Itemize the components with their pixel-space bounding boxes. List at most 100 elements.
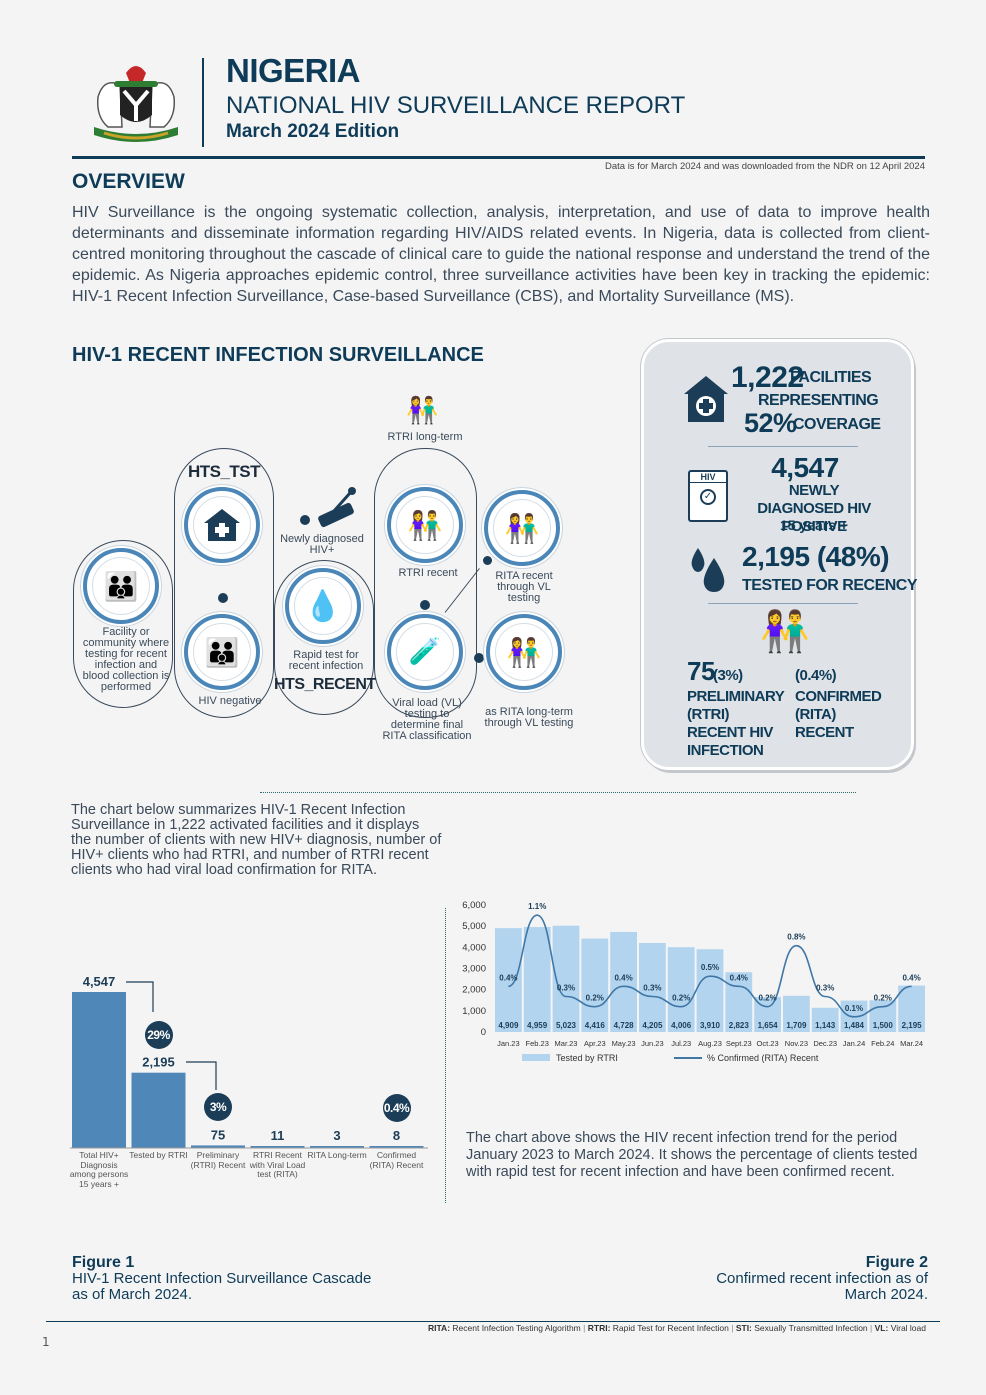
age-label: 15 years + — [779, 517, 849, 533]
line-point-label: 0.2% — [758, 994, 776, 1003]
couple-icon: 👫 — [504, 511, 540, 545]
line-point-label: 0.2% — [586, 994, 604, 1003]
facility-house-icon — [680, 372, 732, 426]
viral-load-label: Viral load (VL) testing to determine fin… — [382, 697, 472, 742]
y-tick-label: 2,000 — [462, 985, 486, 996]
x-tick-label: Nov.23 — [785, 1039, 808, 1048]
trend-bar — [696, 949, 724, 1032]
trend-bar — [495, 928, 522, 1032]
trend-bar — [523, 927, 551, 1032]
cascade-bar — [72, 992, 126, 1148]
stats-panel — [641, 339, 914, 770]
group-people-icon: 👪 — [103, 569, 139, 603]
line-point-label: 0.2% — [672, 994, 690, 1003]
trend-bar-value: 1,709 — [786, 1021, 807, 1030]
cascade-value-label: 4,547 — [83, 974, 116, 989]
trend-bar — [869, 1000, 897, 1032]
hts-tst-circle — [184, 487, 260, 563]
x-tick-label: Aug.23 — [698, 1039, 722, 1048]
line-point-label: 0.4% — [902, 973, 920, 982]
legend-label-line: % Confirmed (RITA) Recent — [707, 1053, 819, 1063]
rits-heading: HIV-1 RECENT INFECTION SURVEILLANCE — [72, 344, 484, 366]
facility-pill — [73, 540, 173, 708]
x-tick-label: Sept.23 — [726, 1039, 752, 1048]
trend-bar-value: 2,195 — [902, 1021, 923, 1030]
cascade-connector — [126, 981, 154, 1012]
line-point-label: 0.4% — [730, 973, 748, 982]
prelim-percent: (3%) — [713, 667, 743, 684]
trend-bar — [811, 1007, 839, 1032]
arrow-down-icon — [218, 593, 228, 603]
cascade-value-label: 3 — [333, 1128, 340, 1143]
chart-vertical-divider — [445, 908, 446, 1203]
facilities-number: 1,222 — [731, 361, 804, 394]
blood-drops-icon — [688, 544, 728, 596]
confirmed-percent: (0.4%) — [795, 667, 837, 684]
cascade-value-label: 2,195 — [142, 1055, 175, 1070]
line-point-label: 0.5% — [701, 963, 719, 972]
edition-label: March 2024 Edition — [226, 121, 400, 142]
tested-label: TESTED FOR RECENCY — [742, 577, 918, 594]
percent-badge: 0.4% — [382, 1094, 411, 1122]
trend-bar-value: 1,500 — [873, 1021, 894, 1030]
cascade-bar — [191, 1145, 245, 1148]
hts-recent-pill — [274, 560, 374, 715]
couple-icon: 👫 — [760, 609, 810, 655]
overview-text: HIV Surveillance is the ongoing systemat… — [72, 204, 930, 305]
trend-bar — [898, 985, 925, 1032]
trend-bar-value: 5,023 — [556, 1021, 577, 1030]
cascade-value-label: 11 — [271, 1128, 285, 1143]
cascade-bar — [369, 1146, 424, 1148]
figure1-label: Figure 1 — [72, 1254, 135, 1271]
cascade-value-label: 8 — [393, 1128, 400, 1143]
tested-number: 2,195 (48%) — [742, 541, 890, 572]
abbrev-key: RTRI: — [587, 1323, 611, 1333]
representing-label: REPRESENTING — [758, 392, 879, 409]
coverage-number: 52% — [744, 408, 797, 438]
abbrev-key: STI: — [735, 1323, 752, 1333]
coat-of-arms-logo — [84, 57, 188, 147]
percent-badge: 3% — [204, 1093, 232, 1122]
figure1-caption: HIV-1 Recent Infection Surveillance Casc… — [72, 1270, 372, 1303]
trend-chart-svg: 0 1,000 2,000 3,000 4,000 5,000 6,000 4,909 Jan.… — [462, 900, 925, 1063]
line-point-label: 0.3% — [557, 984, 575, 993]
cascade-chart-svg: 4,547 2,195 75 11 3 8 — [70, 974, 428, 1149]
cascade-connector — [186, 1061, 217, 1090]
header-rule — [72, 156, 925, 159]
percent-badge: 29% — [144, 1020, 173, 1049]
abbrev-text: Sexually Transmitted Infection — [754, 1323, 868, 1333]
cascade-bar — [250, 1146, 305, 1148]
line-point-label: 0.4% — [614, 973, 632, 982]
trend-bar — [639, 942, 666, 1032]
rita-recent-label: RITA recent through VL testing — [495, 570, 553, 604]
x-tick-label: Feb.23 — [526, 1039, 549, 1048]
line-point-label: 0.8% — [787, 933, 805, 942]
newly-diagnosed-label: Newly diagnosed HIV+ — [280, 533, 364, 556]
legend-swatch-bars — [522, 1054, 550, 1061]
rtri-recent-circle: 👫 — [387, 487, 463, 563]
x-tick-label: Jun.23 — [641, 1039, 664, 1048]
line-point-label: 0.3% — [816, 984, 834, 993]
abbreviations: RITA: Recent Infection Testing Algorithm… — [428, 1323, 926, 1333]
trend-bar-value: 2,823 — [729, 1021, 750, 1030]
x-tick-label: Feb.24 — [871, 1039, 894, 1048]
y-tick-label: 3,000 — [462, 964, 486, 975]
hiv-tag: HIV — [690, 472, 726, 483]
check-icon: ✓ — [700, 489, 716, 505]
legend-label-bars: Tested by RTRI — [556, 1053, 618, 1063]
line-point-label: 1.1% — [528, 902, 546, 911]
blood-drops-icon: 💧 — [304, 588, 342, 624]
y-tick-label: 1,000 — [462, 1006, 486, 1017]
prelim-number: 75 — [687, 656, 715, 686]
x-tick-label: Jul.23 — [671, 1039, 691, 1048]
rtri-recent-label: RTRI recent — [398, 567, 458, 579]
figure2-description: The chart above shows the HIV recent inf… — [466, 1130, 918, 1180]
hiv-negative-circle: 👪 — [184, 614, 260, 690]
x-tick-label: Jan.23 — [497, 1039, 520, 1048]
cascade-bar — [310, 1146, 364, 1148]
arrow-down-icon — [420, 600, 430, 610]
facility-label: Facility or community where testing for … — [82, 626, 170, 693]
country-title: NIGERIA — [226, 52, 361, 89]
x-tick-label: Jan.24 — [843, 1039, 866, 1048]
trend-bar-value: 4,959 — [527, 1021, 548, 1030]
